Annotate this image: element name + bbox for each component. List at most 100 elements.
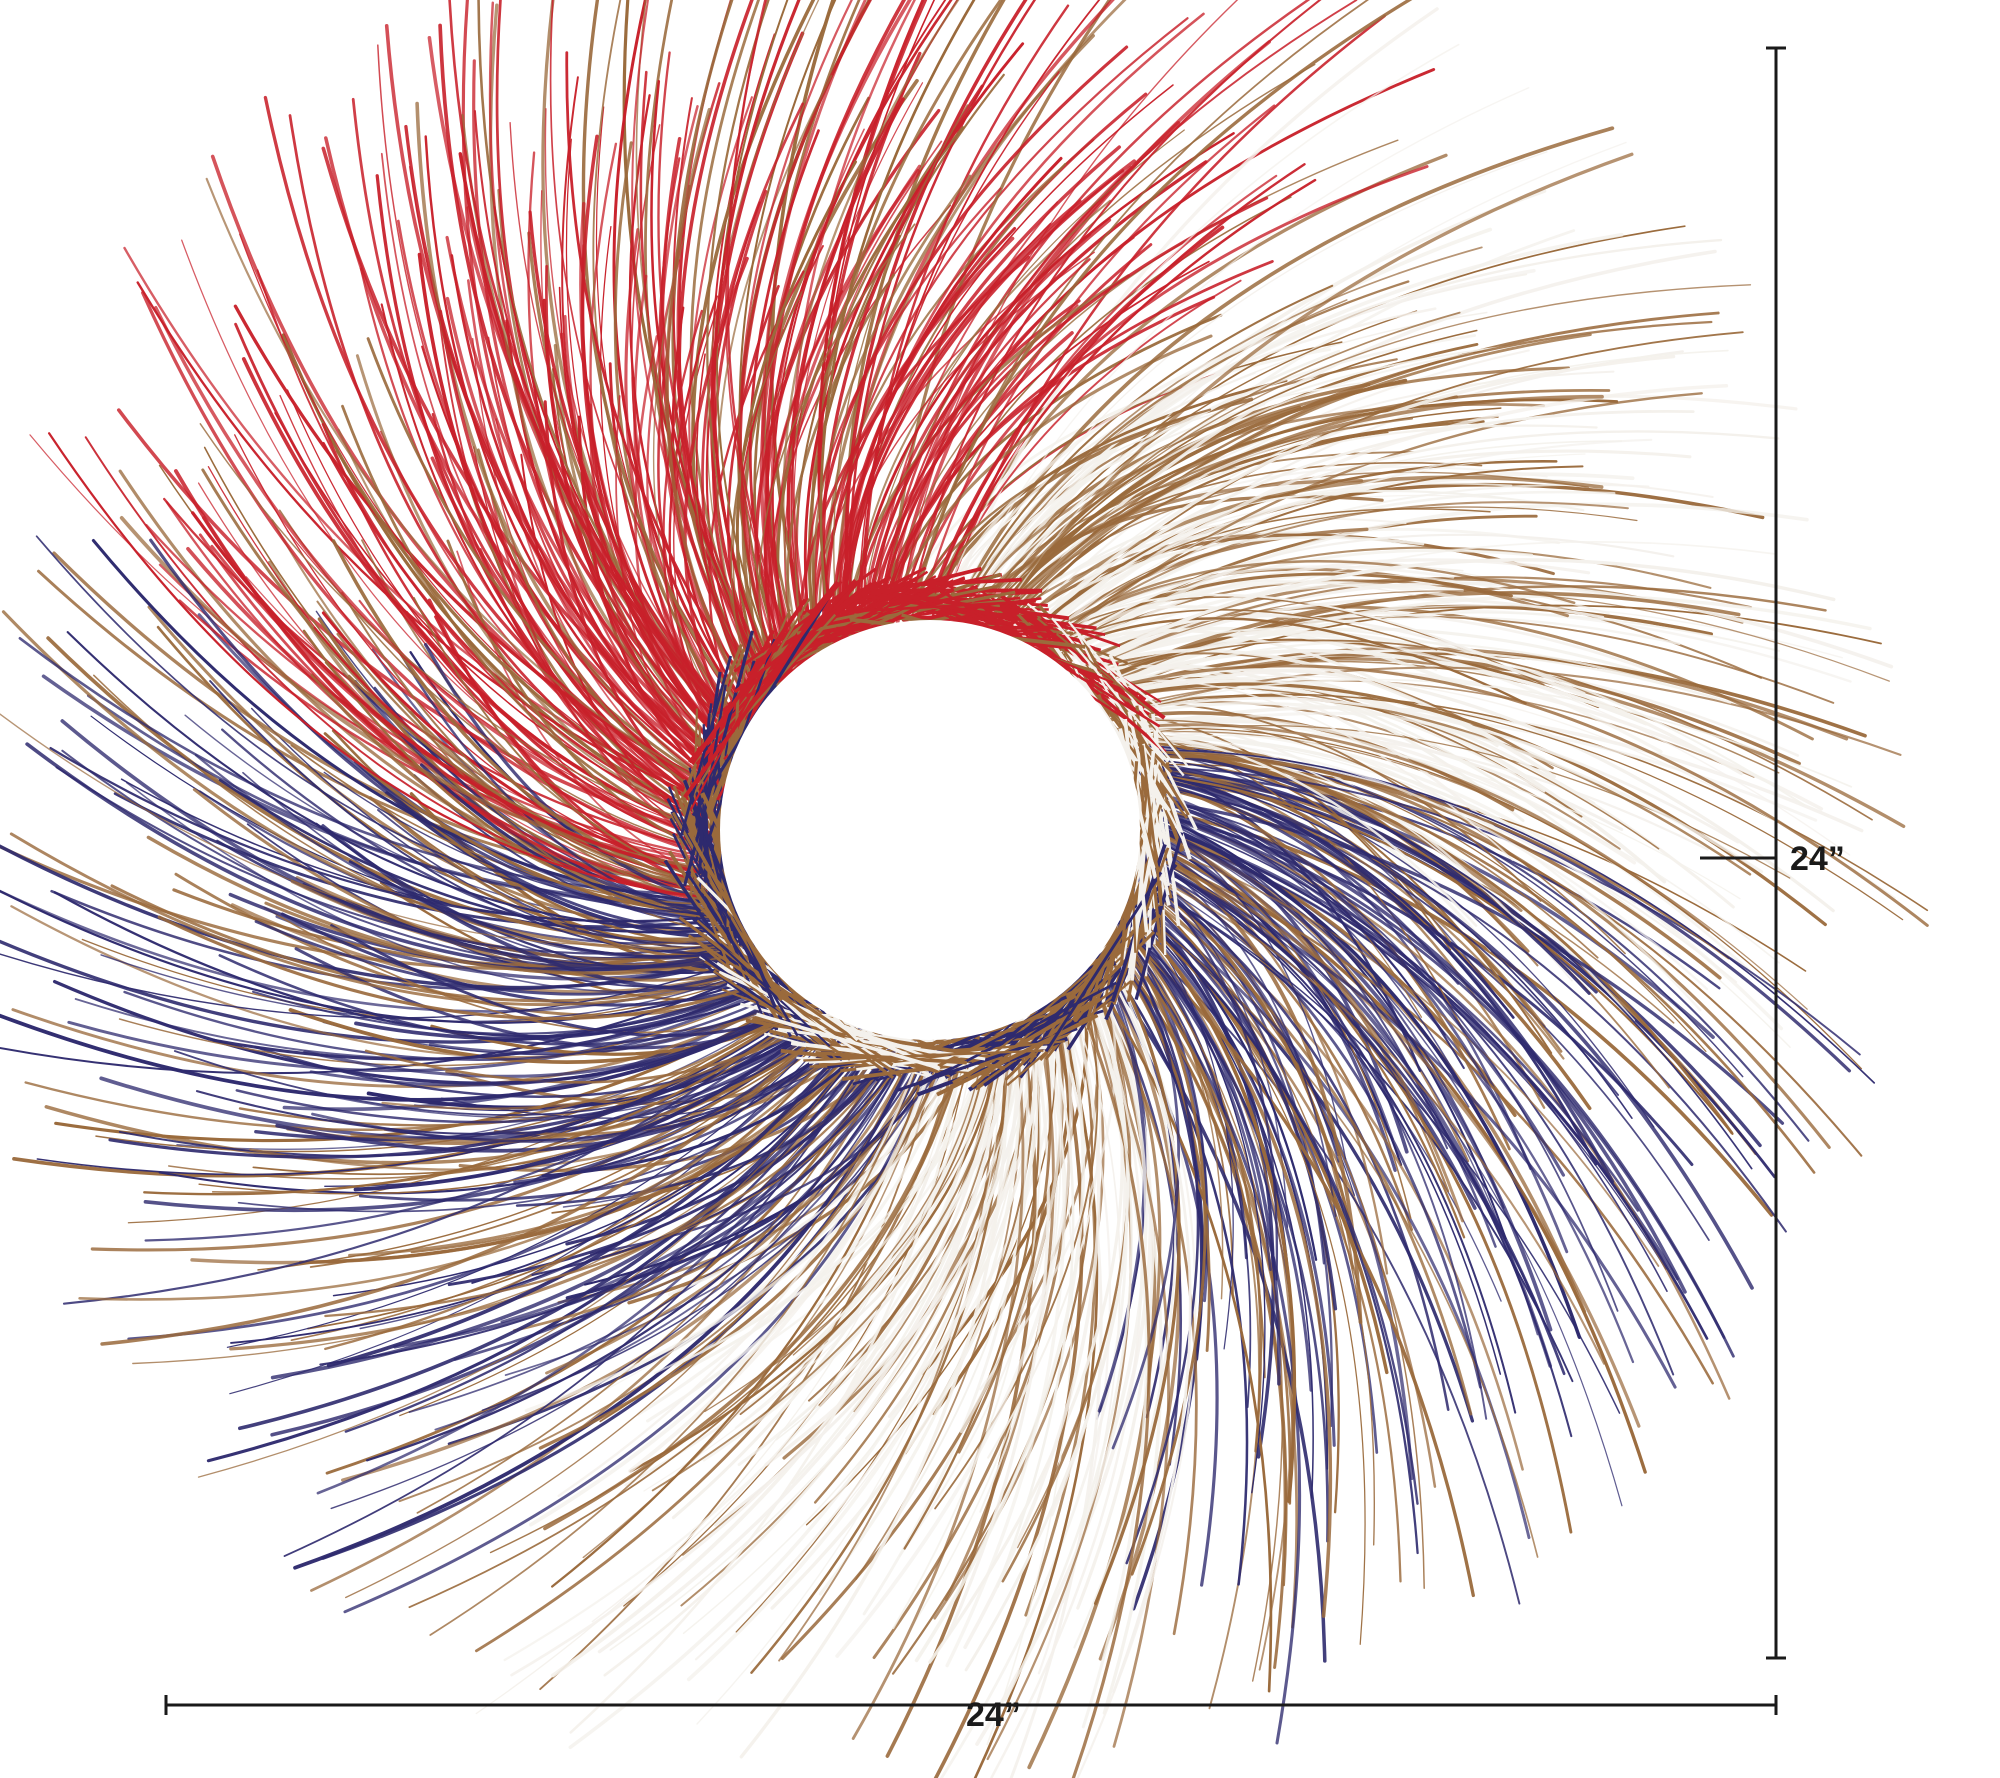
twig	[226, 1027, 829, 1348]
twig	[476, 448, 712, 802]
twig	[613, 141, 736, 720]
twig	[302, 629, 725, 921]
twig	[1135, 705, 1162, 944]
twig	[503, 1056, 989, 1662]
twig	[628, 1037, 939, 1473]
twig	[918, 981, 1118, 1087]
twig	[1071, 1005, 1151, 1778]
twig	[197, 1029, 871, 1478]
twig	[445, 296, 731, 779]
twig	[1138, 808, 1505, 1209]
twig	[833, 104, 969, 629]
twig	[658, 157, 753, 699]
twig	[928, 990, 1124, 1664]
twig	[1149, 829, 1667, 1270]
twig	[544, 108, 734, 719]
twig	[597, 1034, 1008, 1654]
twig	[1030, 354, 1676, 632]
twig	[1136, 861, 1542, 1314]
twig	[235, 1017, 827, 1124]
twig	[413, 597, 708, 882]
twig	[0, 713, 740, 946]
twig	[91, 538, 717, 904]
twig	[288, 114, 705, 818]
twig	[963, 334, 1477, 612]
twig	[515, 1059, 894, 1207]
twig	[595, 106, 740, 709]
twig	[459, 453, 709, 818]
twig	[810, 1042, 1011, 1377]
twig	[408, 1051, 910, 1413]
twig	[771, 0, 947, 644]
twig	[218, 954, 776, 1046]
twig	[930, 163, 1306, 620]
twig	[66, 631, 739, 930]
twig	[1145, 748, 1734, 1135]
twig	[657, 51, 770, 670]
twig	[1142, 743, 1171, 887]
twig	[885, 165, 1132, 627]
twig	[1132, 783, 1569, 1254]
twig	[892, 592, 1070, 621]
twig	[1085, 648, 1557, 779]
twig	[123, 246, 708, 798]
twig	[1148, 874, 1340, 1163]
twig	[528, 1050, 938, 1527]
twig	[1112, 701, 1764, 874]
twig	[1138, 931, 1281, 1386]
twig	[970, 225, 1686, 629]
twig	[62, 1006, 805, 1305]
twig	[1085, 639, 1873, 821]
width-label: 24”	[966, 1696, 1021, 1734]
twig	[212, 974, 779, 1061]
twig	[1141, 807, 1566, 1177]
twig	[758, 223, 916, 666]
width-dimension-line	[164, 1695, 1778, 1715]
twig	[963, 992, 1101, 1649]
twig	[1045, 472, 1635, 630]
twig	[348, 860, 763, 958]
twig	[324, 1051, 895, 1318]
twig	[1093, 956, 1181, 1606]
twig	[1158, 798, 1619, 1312]
twig	[682, 779, 777, 1009]
twig	[1142, 856, 1566, 1376]
twig	[310, 1050, 894, 1592]
twig	[964, 238, 1723, 609]
twig	[446, 539, 698, 849]
twig	[254, 920, 768, 996]
twig	[1048, 501, 1629, 644]
twig	[960, 87, 1530, 599]
twig	[543, 1048, 964, 1531]
twig	[1122, 904, 1297, 1504]
twig	[1014, 535, 1425, 633]
twig	[493, 206, 748, 738]
twig	[909, 0, 1413, 613]
twig	[579, 201, 740, 747]
twig	[1146, 884, 1621, 1414]
twig	[1135, 774, 1754, 1290]
twig	[687, 831, 784, 1002]
twig	[1097, 952, 1192, 1694]
twig	[1128, 949, 1302, 1745]
twig	[1076, 558, 1836, 672]
twig	[1122, 924, 1329, 1543]
twig	[927, 225, 1225, 610]
twig	[366, 337, 730, 795]
twig	[238, 1049, 858, 1431]
twig	[952, 996, 1101, 1085]
twig	[0, 939, 763, 1044]
twig	[991, 394, 1604, 629]
twig	[1142, 851, 1714, 1385]
twig	[263, 906, 795, 1034]
twig	[792, 1054, 984, 1356]
twig	[860, 0, 1101, 612]
twig	[1050, 392, 1703, 649]
twig	[1158, 867, 1677, 1389]
twig	[1147, 878, 1279, 1281]
twig	[350, 1021, 838, 1143]
twig	[735, 160, 857, 684]
twig	[557, 1038, 927, 1497]
twig	[1111, 934, 1292, 1505]
twig	[419, 763, 743, 921]
